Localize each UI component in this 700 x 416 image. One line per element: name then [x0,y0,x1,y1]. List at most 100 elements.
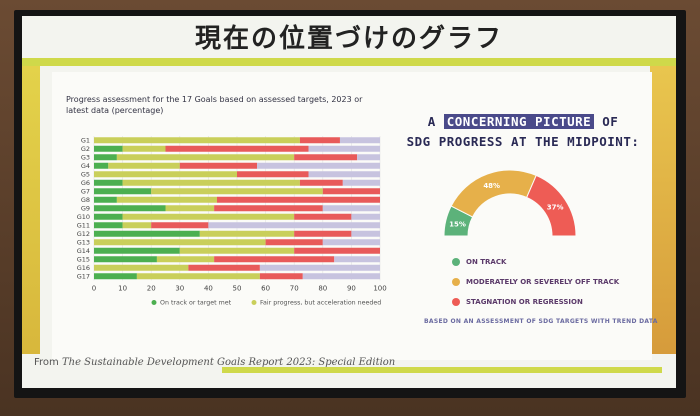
bar-segment [259,273,303,280]
y-tick-label: G3 [81,153,90,161]
legend-dot-on-track [452,258,460,266]
y-tick-label: G10 [77,213,90,221]
legend-item-regression: STAGNATION OR REGRESSION [452,292,619,312]
y-tick-label: G8 [81,196,90,204]
bar-segment [122,222,152,229]
y-tick-label: G13 [77,238,90,246]
bar-segment [208,222,380,229]
y-tick-label: G9 [81,204,90,212]
heading-highlight: CONCERNING PICTURE [443,114,595,129]
bar-segment [351,230,380,237]
bar-segment [299,179,343,186]
legend-label-on-track: ON TRACK [466,258,507,266]
bar-segment [94,137,300,144]
bar-segment [122,213,295,220]
y-tick-label: G7 [81,187,90,195]
footer-band [222,367,662,373]
x-tick-label: 30 [175,285,184,293]
bar-segment [122,179,300,186]
chart-legend-label: On track or target met [160,300,232,307]
y-tick-label: G14 [77,247,90,255]
bar-segment [94,196,117,203]
bar-segment [294,213,352,220]
x-tick-label: 100 [373,285,386,293]
legend-label-regression: STAGNATION OR REGRESSION [466,298,583,306]
y-tick-label: G1 [81,136,90,144]
x-tick-label: 70 [290,285,299,293]
bar-segment [265,239,323,246]
bar-segment [165,205,215,212]
donut-slice [450,169,537,218]
y-tick-label: G11 [77,221,90,229]
legend-dot-regression [452,298,460,306]
bar-segment [94,213,123,220]
heading-prefix: A [427,114,444,129]
title-underline-band [22,58,676,66]
y-tick-label: G17 [77,272,90,280]
bar-segment [94,230,200,237]
bar-segment [94,222,123,229]
assessment-note: BASED ON AN ASSESSMENT OF SDG TARGETS WI… [424,318,658,325]
x-tick-label: 20 [147,285,156,293]
right-accent-panel [650,66,676,354]
gauge-legend: ON TRACK MODERATELY OR SEVERELY OFF TRAC… [452,252,619,312]
donut-slice-label: 48% [483,182,500,190]
y-tick-label: G5 [81,170,90,178]
heading-suffix: OF [594,114,619,129]
source-footer: From The Sustainable Development Goals R… [34,357,395,368]
bar-segment [294,154,358,161]
bar-segment [94,247,180,254]
y-tick-label: G4 [81,162,90,170]
legend-item-off-track: MODERATELY OR SEVERELY OFF TRACK [452,272,619,292]
bar-segment [357,154,380,161]
bar-segment [179,162,258,169]
x-tick-label: 80 [318,285,327,293]
legend-dot-off-track [452,278,460,286]
bar-segment [94,171,237,178]
y-tick-label: G12 [77,230,90,238]
heading-line2: SDG PROGRESS AT THE MIDPOINT: [406,134,640,149]
bar-segment [94,162,109,169]
bar-segment [322,188,380,195]
donut-slice [526,174,577,237]
bar-segment [94,188,152,195]
x-tick-label: 90 [347,285,356,293]
footer-prefix: From [34,357,62,368]
y-tick-label: G16 [77,264,90,272]
bar-segment [94,264,189,271]
x-tick-label: 40 [204,285,213,293]
bar-segment [94,205,166,212]
footer-source: The Sustainable Development Goals Report… [61,357,396,368]
bar-segment [308,171,380,178]
x-tick-label: 50 [233,285,242,293]
bar-segment [257,162,380,169]
bar-segment [165,145,309,152]
bar-segment [156,256,215,263]
concerning-picture-heading: A CONCERNING PICTURE OF SDG PROGRESS AT … [398,112,648,152]
y-tick-label: G6 [81,179,90,187]
bar-chart-title: Progress assessment for the 17 Goals bas… [66,95,363,115]
bar-segment [108,162,180,169]
bar-segment [342,179,380,186]
bar-segment [308,145,380,152]
bar-segment [299,137,340,144]
bar-segment [188,264,260,271]
legend-item-on-track: ON TRACK [452,252,619,272]
bar-segment [322,205,380,212]
half-donut-chart: 15% 48% 37% [443,169,577,237]
bar-segment [322,239,380,246]
bar-segment [116,196,217,203]
bar-segment [214,256,335,263]
bar-segment [94,256,157,263]
x-tick-label: 10 [118,285,127,293]
bar-segment [151,188,323,195]
x-tick-label: 0 [92,285,96,293]
bar-segment [94,179,123,186]
bar-segment [214,205,323,212]
bar-segment [116,154,295,161]
donut-slice-label: 37% [547,203,564,211]
bar-segment [94,154,117,161]
bar-segment [351,213,380,220]
bar-segment [334,256,380,263]
bar-segment [339,137,380,144]
